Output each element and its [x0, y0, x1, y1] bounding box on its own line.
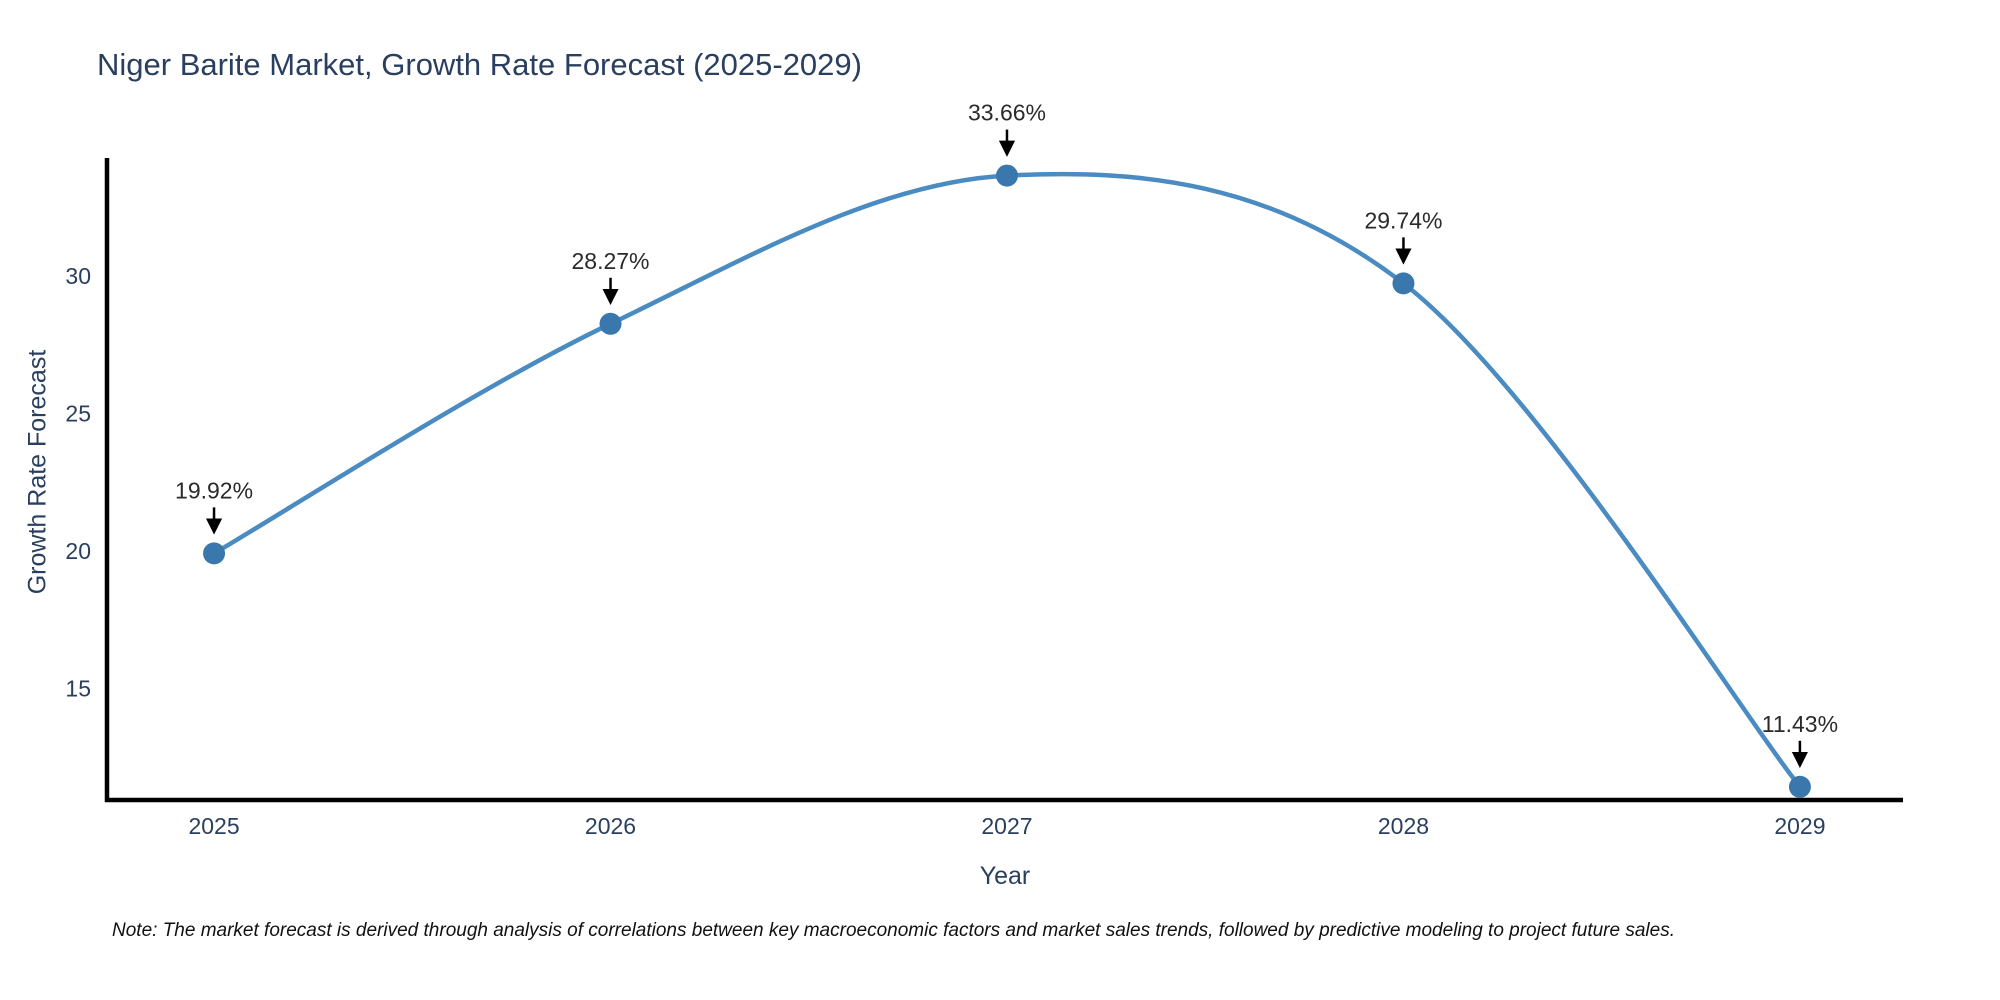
- trend-line: [212, 171, 1802, 789]
- y-tick-label: 15: [65, 676, 91, 702]
- x-tick-label: 2028: [1378, 813, 1429, 839]
- data-point[interactable]: [599, 312, 622, 335]
- y-tick-label: 30: [65, 263, 91, 289]
- point-label: 11.43%: [1762, 711, 1838, 737]
- x-tick-label: 2025: [188, 813, 239, 839]
- data-point[interactable]: [995, 164, 1018, 187]
- data-point[interactable]: [1392, 272, 1415, 295]
- x-axis-title: Year: [979, 862, 1031, 890]
- x-tick-label: 2026: [585, 813, 636, 839]
- data-point[interactable]: [1788, 775, 1811, 798]
- point-label: 33.66%: [968, 100, 1046, 126]
- point-label: 29.74%: [1364, 207, 1442, 233]
- y-tick-label: 25: [65, 401, 91, 427]
- point-label: 19.92%: [175, 477, 253, 503]
- chart-title: Niger Barite Market, Growth Rate Forecas…: [97, 47, 862, 82]
- data-point[interactable]: [203, 542, 226, 565]
- y-tick-label: 20: [65, 538, 91, 564]
- x-tick-label: 2029: [1774, 813, 1825, 839]
- footnote: Note: The market forecast is derived thr…: [112, 920, 1675, 941]
- x-tick-label: 2027: [981, 813, 1032, 839]
- point-label: 28.27%: [572, 248, 650, 274]
